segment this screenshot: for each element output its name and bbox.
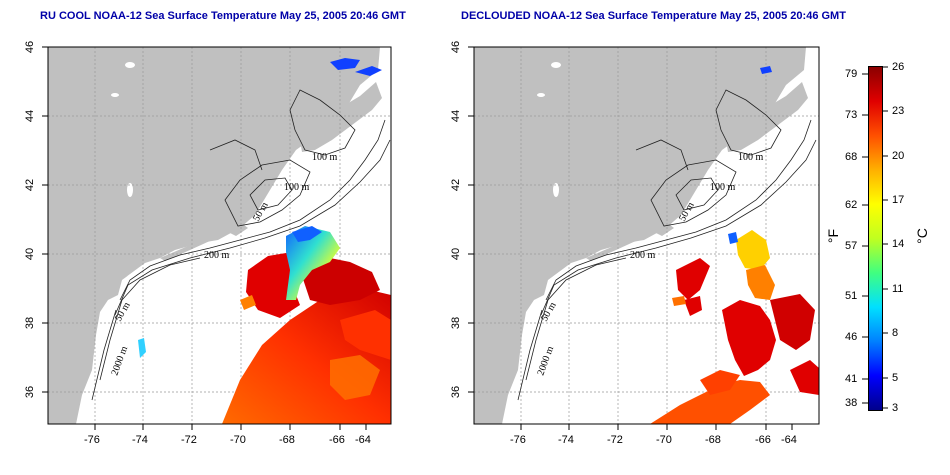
y-tick-label: 44 [24,109,37,123]
right-cape-cod [654,222,674,236]
left-nova-scotia [300,82,382,152]
colorbar-c-tick: 23 [892,105,905,117]
right-long-island [586,240,638,261]
colorbar-f-tick: 41 [845,373,858,385]
y-tick-label: 46 [24,40,37,54]
x-tick-label: -66 [329,434,345,446]
right-contour-label: 100 m [710,182,736,193]
colorbar-f-tick: 62 [845,199,858,211]
left-long-island [160,240,212,261]
right-bathymetry-contours [517,89,817,401]
right-sst-data [650,66,819,424]
x-tick-label: -74 [132,434,148,446]
colorbar-f-tick: 73 [845,109,858,121]
right-nova-scotia [726,82,808,152]
left-sst-data [138,58,391,424]
x-tick-label: -66 [755,434,771,446]
x-tick-label: -70 [230,434,246,446]
y-tick-label: 38 [24,316,37,330]
left-land-mass [48,47,380,424]
colorbar-c-tick: 20 [892,150,905,162]
colorbar-f-tick: 79 [845,68,858,80]
right-land-mass [474,47,806,424]
x-tick-label: -68 [705,434,721,446]
y-tick-label: 46 [450,40,463,54]
y-tick-label: 40 [450,247,463,261]
x-tick-label: -72 [181,434,197,446]
x-tick-label: -70 [656,434,672,446]
y-tick-label: 40 [24,247,37,261]
colorbar-c-tick: 11 [892,283,904,295]
right-contour-label: 200 m [630,250,656,261]
colorbar-c-tick: 14 [892,238,905,250]
left-bathymetry-contours [91,89,391,401]
left-contour-label: 200 m [204,250,230,261]
left-map-panel: 100 m 100 m 50 m 200 m 50 m 2000 m [48,47,391,424]
y-tick-label: 44 [450,109,463,123]
x-tick-label: -64 [355,434,371,446]
colorbar-f-tick: 68 [845,151,858,163]
y-tick-label: 36 [24,385,37,399]
y-tick-label: 38 [450,316,463,330]
colorbar-c-tick: 8 [892,327,899,339]
colorbar-f-tick: 38 [845,397,858,409]
x-tick-label: -76 [510,434,526,446]
colorbar-c-tick: 3 [892,402,899,414]
x-tick-label: -76 [84,434,100,446]
right-map-title: DECLOUDED NOAA-12 Sea Surface Temperatur… [461,10,846,22]
colorbar-f-tick: 51 [845,290,858,302]
colorbar-c-tick: 26 [892,61,905,73]
right-map-panel: 100 m 100 m 50 m 200 m 50 m 2000 m [474,47,819,424]
y-tick-label: 42 [450,178,463,192]
colorbar-f-tick: 46 [845,331,858,343]
x-tick-label: -68 [279,434,295,446]
right-map-frame [473,46,820,425]
colorbar-f-tick: 57 [845,240,858,252]
left-map-title: RU COOL NOAA-12 Sea Surface Temperature … [40,10,406,22]
right-contour-label: 100 m [738,152,764,163]
y-tick-label: 42 [24,178,37,192]
left-contour-label: 100 m [312,152,338,163]
left-cape-cod [228,222,248,236]
y-tick-label: 36 [450,385,463,399]
right-grid [474,47,819,424]
colorbar-c-tick: 5 [892,372,899,384]
left-map-frame [47,46,392,425]
left-contour-label: 100 m [284,182,310,193]
x-tick-label: -72 [607,434,623,446]
axis-ticks [42,46,888,430]
colorbar-c-tick: 17 [892,194,905,206]
x-tick-label: -74 [558,434,574,446]
colorbar [868,66,883,411]
x-tick-label: -64 [781,434,797,446]
colorbar-fahrenheit-unit: °F [825,228,842,244]
colorbar-celsius-unit: °C [913,228,930,244]
